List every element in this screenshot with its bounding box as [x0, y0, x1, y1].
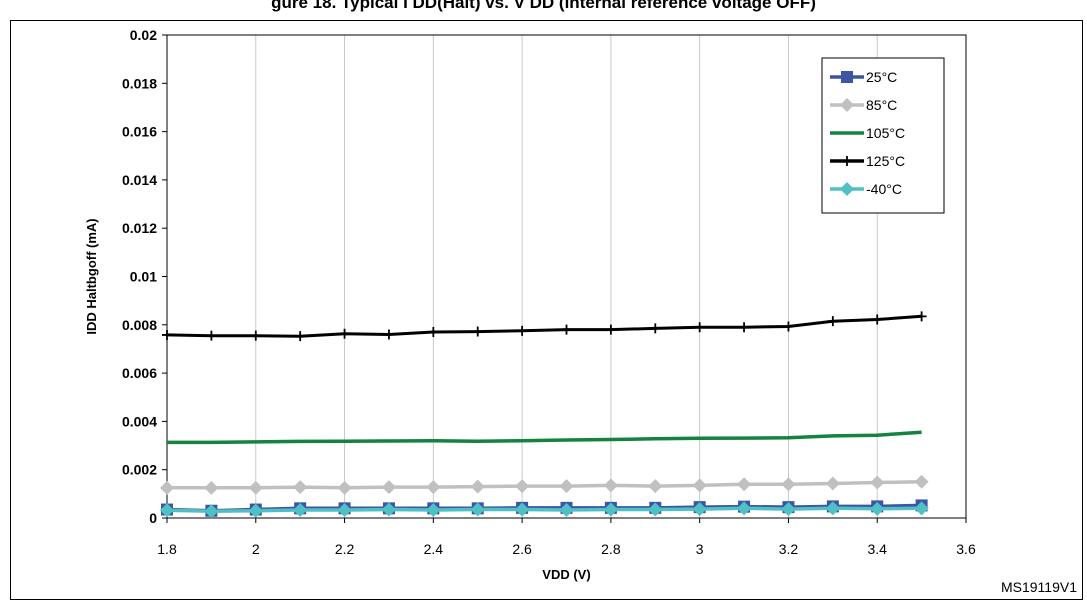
data-point: [293, 503, 308, 518]
data-point: [248, 503, 263, 518]
figure-code: MS19119V1: [1000, 579, 1077, 595]
data-point: [694, 322, 705, 333]
data-point: [692, 478, 707, 493]
data-point: [383, 329, 394, 340]
legend-label: -40°C: [866, 181, 902, 197]
data-point: [206, 330, 217, 341]
x-tick-label: 3.4: [867, 541, 887, 557]
data-point: [870, 501, 885, 516]
data-point: [648, 502, 663, 517]
y-tick-label: 0.01: [130, 269, 157, 285]
y-tick-label: 0.004: [122, 413, 157, 429]
y-tick-label: 0: [149, 510, 157, 526]
data-point: [825, 501, 840, 516]
data-point: [426, 503, 441, 518]
x-tick-label: 2.4: [424, 541, 444, 557]
series-line: [166, 314, 922, 338]
series-line: [167, 480, 922, 490]
data-point: [737, 501, 752, 516]
x-tick-label: 3.2: [779, 541, 799, 557]
data-point: [339, 328, 350, 339]
x-tick-label: 2.2: [335, 541, 355, 557]
data-point: [293, 480, 308, 495]
data-point: [250, 330, 261, 341]
data-point: [692, 502, 707, 517]
legend-swatch-marker: [841, 71, 853, 83]
y-tick-label: 0.02: [130, 27, 157, 43]
data-point: [872, 314, 883, 325]
data-point: [162, 329, 172, 340]
y-tick-label: 0.008: [122, 317, 157, 333]
legend-swatch-marker: [840, 182, 854, 196]
data-point: [561, 324, 572, 335]
y-tick-label: 0.016: [122, 124, 157, 140]
data-point: [648, 479, 663, 494]
chart-title: gure 18. Typical I DD(Halt) vs. V DD (in…: [271, 0, 816, 12]
data-point: [470, 479, 485, 494]
x-axis-title: VDD (V): [542, 567, 590, 582]
data-point: [472, 326, 483, 337]
y-tick-label: 0.012: [122, 220, 157, 236]
data-point: [914, 501, 929, 516]
data-point: [916, 311, 927, 322]
x-tick-label: 3.6: [956, 541, 976, 557]
data-point: [381, 502, 396, 517]
legend-label: 125°C: [866, 153, 905, 169]
data-point: [204, 504, 219, 519]
x-tick-label: 1.8: [157, 541, 177, 557]
y-tick-label: 0.006: [122, 365, 157, 381]
data-point: [295, 331, 306, 342]
data-point: [781, 477, 796, 492]
series-line: [167, 430, 922, 445]
legend-swatch-marker: [842, 156, 852, 166]
x-tick-label: 2: [252, 541, 260, 557]
y-tick-label: 0.002: [122, 462, 157, 478]
data-point: [870, 475, 885, 490]
data-point: [381, 480, 396, 495]
data-point: [248, 480, 263, 495]
data-point: [204, 480, 219, 495]
data-point: [650, 323, 661, 334]
data-point: [160, 503, 174, 518]
data-point: [337, 503, 352, 518]
data-point: [160, 480, 174, 495]
x-tick-label: 3: [696, 541, 704, 557]
data-point: [783, 321, 794, 332]
data-point: [517, 325, 528, 336]
data-point: [515, 479, 530, 494]
legend-swatch-marker: [840, 98, 854, 112]
data-point: [914, 474, 929, 489]
legend-label: 85°C: [866, 97, 897, 113]
data-point: [603, 478, 618, 493]
y-tick-label: 0.018: [122, 75, 157, 91]
data-point: [603, 502, 618, 517]
data-point: [737, 477, 752, 492]
legend-label: 105°C: [866, 125, 905, 141]
data-point: [605, 324, 616, 335]
data-point: [559, 479, 574, 494]
data-point: [426, 480, 441, 495]
legend-label: 25°C: [866, 69, 897, 85]
data-point: [470, 502, 485, 517]
data-point: [739, 322, 750, 333]
x-tick-label: 2.6: [512, 541, 532, 557]
data-point: [515, 502, 530, 517]
y-tick-label: 0.014: [122, 172, 157, 188]
series-line: [166, 506, 922, 513]
data-point: [825, 476, 840, 491]
data-point: [428, 327, 439, 338]
data-point: [337, 480, 352, 495]
data-point: [559, 503, 574, 518]
data-point: [781, 502, 796, 517]
y-axis-title: IDD Haltbgoff (mA): [84, 218, 99, 334]
x-tick-label: 2.8: [601, 541, 621, 557]
data-point: [827, 316, 838, 327]
